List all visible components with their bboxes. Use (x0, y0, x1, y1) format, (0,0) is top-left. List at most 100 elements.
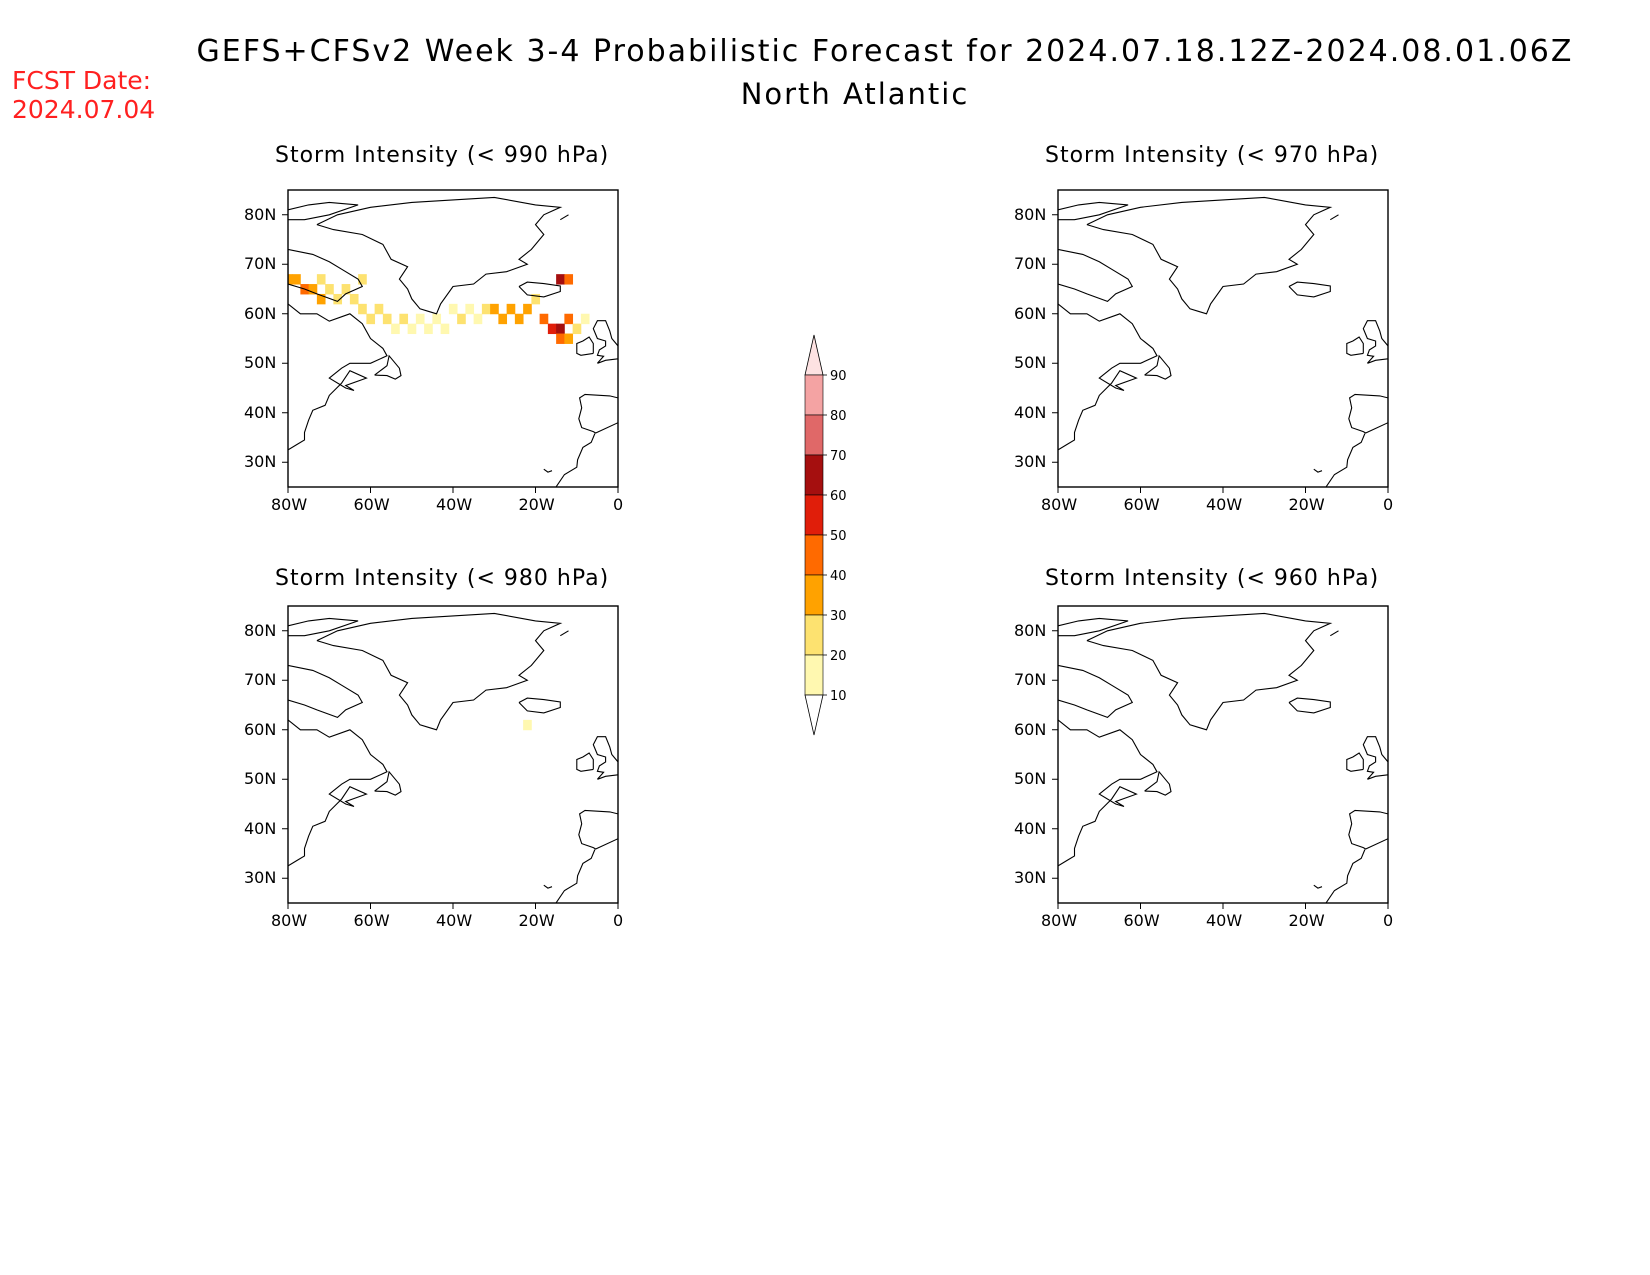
colorbar-label: 60 (830, 489, 847, 504)
colorbar-bottom-arrow (804, 694, 824, 736)
probability-cell (316, 274, 326, 285)
coastline-iceland (1288, 281, 1331, 298)
map-frame (282, 605, 619, 909)
coastline-ireland (576, 336, 594, 356)
probability-cell (457, 313, 466, 325)
lon-tick-label: 60W (1123, 495, 1160, 514)
coastline-canaries (1313, 468, 1323, 473)
coastline-greenland (316, 612, 563, 731)
probability-cell (415, 313, 425, 325)
colorbar-label: 50 (830, 529, 847, 544)
lat-tick-label: 80N (244, 620, 277, 640)
lat-tick-label: 40N (1014, 818, 1047, 838)
coastline-svalbard (560, 630, 569, 637)
probability-cell (547, 323, 557, 335)
coastline-iberia (1348, 809, 1388, 850)
probability-cell (432, 313, 442, 325)
coastline-iceland (518, 281, 561, 298)
probability-cell (382, 313, 392, 325)
lat-tick-label: 70N (244, 670, 277, 690)
probability-cell (564, 274, 574, 285)
coastline-ireland (1346, 752, 1364, 772)
colorbar-segment (804, 414, 824, 456)
coastline-iberia (578, 809, 618, 850)
colorbar-label: 10 (830, 689, 847, 704)
lon-tick-label: 80W (271, 911, 308, 930)
coastline-newfoundland (374, 354, 402, 380)
lon-tick-label: 60W (1123, 911, 1160, 930)
coastline-africa (555, 433, 596, 487)
coastline-britain (1362, 736, 1388, 780)
probability-cell (490, 303, 499, 315)
coastline-britain (592, 736, 618, 780)
probability-cell (374, 303, 384, 315)
lat-tick-label: 30N (244, 452, 277, 472)
colorbar-label: 40 (830, 569, 847, 584)
map-border (287, 605, 619, 904)
probability-cell (580, 313, 590, 325)
coastline-iberia (578, 393, 618, 434)
lat-tick-label: 80N (244, 204, 277, 224)
coastline-labrador (288, 303, 388, 451)
map-border (1057, 189, 1389, 488)
probability-cell (349, 293, 359, 305)
coastline-greenland (316, 196, 563, 315)
lon-tick-label: 60W (353, 495, 390, 514)
coastline-africa (1325, 433, 1366, 487)
probability-cell (498, 313, 508, 325)
coastline-newfoundland (1144, 770, 1172, 796)
lon-tick-label: 0 (613, 911, 624, 930)
probability-cell (531, 293, 541, 305)
coastline-baffin (288, 664, 364, 719)
coastline-ireland (1346, 336, 1364, 356)
lat-tick-label: 80N (1014, 204, 1047, 224)
probability-cell (358, 274, 367, 285)
coastline-newfoundland (1144, 354, 1172, 380)
probability-cell (391, 323, 400, 335)
lon-tick-label: 20W (518, 495, 555, 514)
lon-tick-label: 60W (353, 911, 390, 930)
lat-tick-label: 80N (1014, 620, 1047, 640)
lon-tick-label: 80W (271, 495, 308, 514)
lat-tick-label: 60N (1014, 719, 1047, 739)
colorbar-segment (804, 574, 824, 616)
lon-tick-label: 40W (436, 911, 473, 930)
probability-cell (465, 303, 475, 315)
probability-cell (424, 323, 433, 335)
lat-tick-label: 50N (244, 769, 277, 789)
probability-cell (556, 333, 565, 344)
coastline-ellesmere (288, 617, 359, 637)
panel-title: Storm Intensity (< 980 hPa) (275, 566, 610, 591)
probability-cell (506, 303, 516, 315)
lon-tick-label: 20W (1288, 495, 1325, 514)
coastline-iberia (1348, 393, 1388, 434)
probability-cell (448, 303, 458, 315)
lon-tick-label: 80W (1041, 495, 1078, 514)
colorbar-top-arrow (804, 334, 824, 376)
map-border (1057, 605, 1389, 904)
coastline-britain (1362, 320, 1388, 364)
probability-cell (539, 313, 549, 325)
lon-tick-label: 20W (1288, 911, 1325, 930)
lon-tick-label: 0 (1383, 911, 1394, 930)
coastline-iceland (1288, 697, 1331, 714)
probability-cell (564, 333, 574, 344)
coastline-labrador (1058, 303, 1158, 451)
lat-tick-label: 40N (1014, 402, 1047, 422)
map-frame (282, 189, 619, 493)
coastline-baffin (1058, 248, 1134, 303)
coastline-baffin (288, 248, 364, 303)
probability-cell (481, 303, 491, 315)
lat-tick-label: 30N (1014, 452, 1047, 472)
probability-cell (440, 323, 450, 335)
probability-cell (325, 284, 334, 295)
coastline-labrador (1058, 719, 1158, 867)
colorbar-segment (804, 654, 824, 696)
probability-cell (473, 313, 483, 325)
probability-cell (523, 719, 532, 731)
panel-title: Storm Intensity (< 970 hPa) (1045, 143, 1380, 168)
coastline-baffin (1058, 664, 1134, 719)
probability-cell (514, 313, 524, 325)
colorbar-label: 70 (830, 449, 847, 464)
lat-tick-label: 30N (244, 868, 277, 888)
